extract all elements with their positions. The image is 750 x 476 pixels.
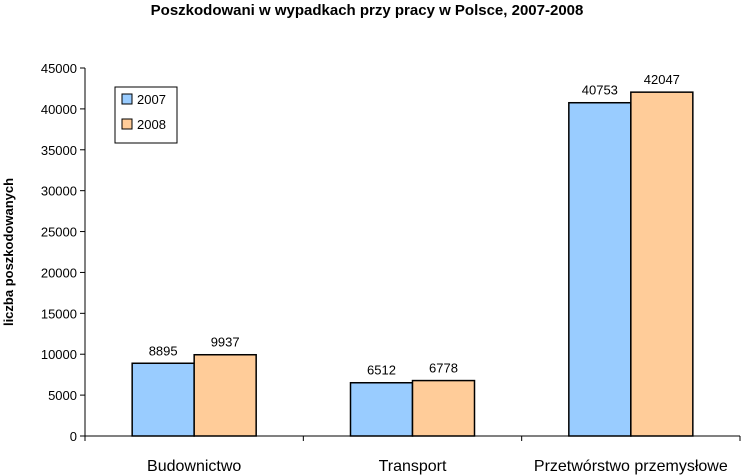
y-tick-label: 0: [70, 429, 77, 444]
y-axis-label: liczba poszkodowanych: [1, 178, 16, 326]
category-label: Budownictwo: [147, 458, 241, 475]
legend-swatch-2008: [121, 118, 133, 130]
y-tick-label: 25000: [41, 225, 77, 240]
legend-label: 2007: [137, 92, 166, 107]
data-labels: 8895 9937 6512 6778 40753 42047: [149, 72, 680, 378]
data-label: 42047: [644, 72, 680, 87]
bar-2008: [193, 353, 257, 437]
data-label: 9937: [211, 335, 240, 350]
y-tick-label: 10000: [41, 347, 77, 362]
y-tick-label: 45000: [41, 61, 77, 76]
category-label: Transport: [379, 458, 447, 475]
bar-2007: [131, 362, 195, 437]
data-label: 8895: [149, 343, 178, 358]
y-tick-label: 35000: [41, 143, 77, 158]
legend-swatch-2007: [121, 93, 133, 105]
y-ticks: 0 5000 10000 15000 20000 25000 30000 35000 40000…: [41, 61, 85, 444]
y-tick-label: 5000: [48, 388, 77, 403]
data-label: 6778: [429, 361, 458, 376]
bar-2007: [568, 101, 632, 437]
bars: [131, 91, 694, 437]
chart-title: Poszkodowani w wypadkach przy pracy w Po…: [151, 2, 584, 19]
y-tick-label: 30000: [41, 184, 77, 199]
bar-2008: [630, 91, 694, 437]
y-tick-label: 15000: [41, 306, 77, 321]
bar-2008: [411, 379, 476, 437]
y-tick-label: 40000: [41, 102, 77, 117]
legend: 2007 2008: [114, 86, 178, 144]
x-ticks: Budownictwo Transport Przetwórstwo przemys…: [84, 436, 741, 475]
data-label: 40753: [582, 83, 618, 98]
legend-label: 2008: [137, 117, 166, 132]
y-tick-label: 20000: [41, 265, 77, 280]
data-label: 6512: [367, 363, 396, 378]
category-label: Przetwórstwo przemysłowe: [534, 458, 728, 475]
bar-2007: [349, 381, 414, 437]
